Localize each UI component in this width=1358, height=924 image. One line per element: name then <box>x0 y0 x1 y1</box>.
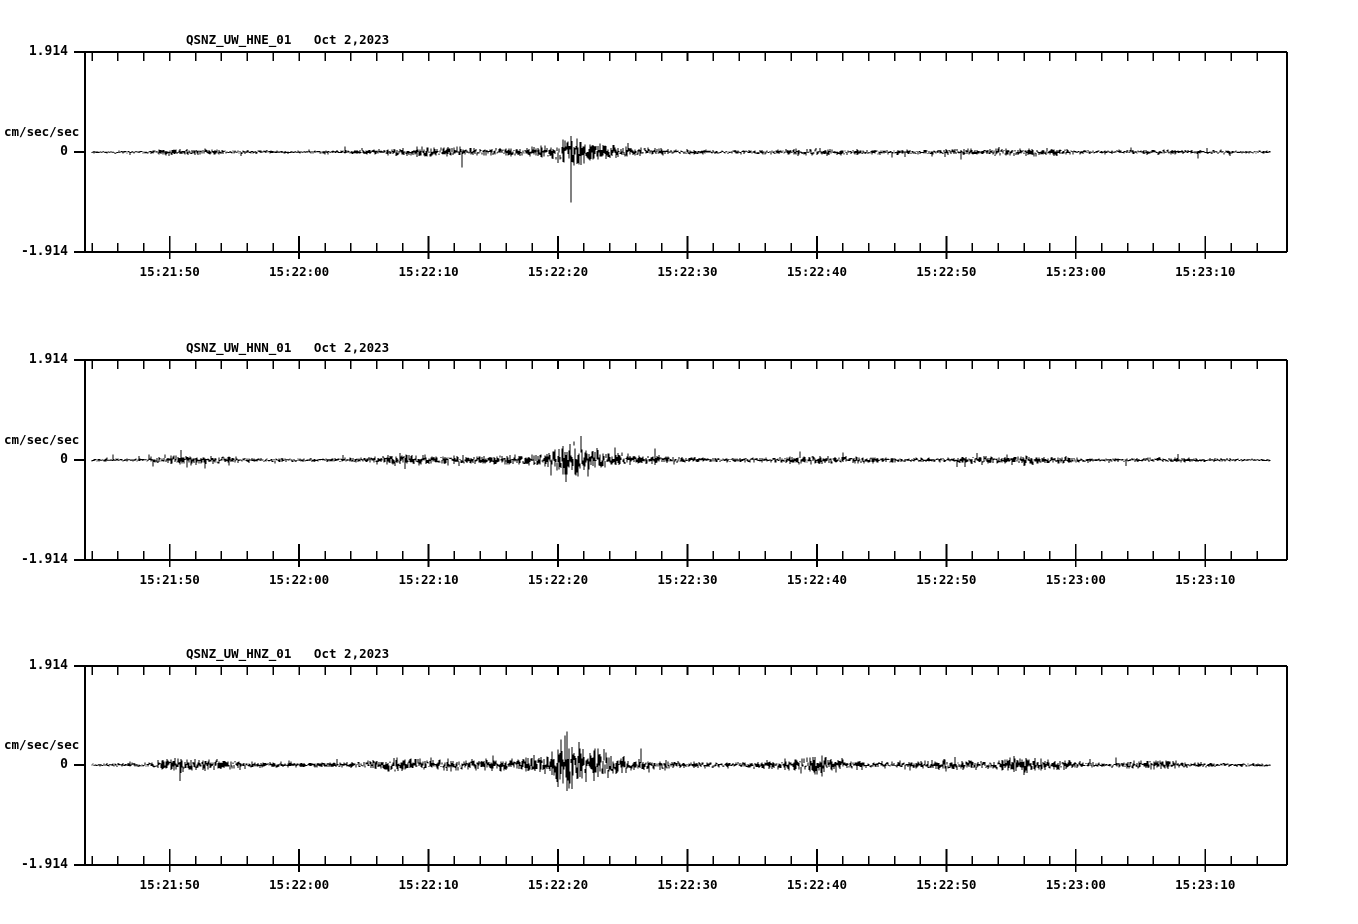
panel-title-hne: QSNZ_UW_HNE_01 Oct 2,2023 <box>186 32 390 47</box>
x-axis-tick-label: 15:23:00 <box>1045 877 1106 892</box>
x-axis-tick-label: 15:23:10 <box>1175 572 1236 587</box>
x-axis-tick-label: 15:22:00 <box>269 572 330 587</box>
y-axis-min-label: -1.914 <box>21 552 68 567</box>
y-axis-max-label: 1.914 <box>28 352 68 367</box>
waveform-trace-hnn <box>91 435 1271 482</box>
x-axis-tick-label: 15:23:10 <box>1175 264 1236 279</box>
x-axis-tick-label: 15:23:00 <box>1045 264 1106 279</box>
x-axis-tick-label: 15:23:00 <box>1045 572 1106 587</box>
y-axis-zero-label: 0 <box>60 452 68 467</box>
panel-title-hnn: QSNZ_UW_HNN_01 Oct 2,2023 <box>186 340 390 355</box>
y-axis-unit-label: cm/sec/sec <box>4 737 80 752</box>
y-axis-max-label: 1.914 <box>28 658 68 673</box>
x-axis-tick-label: 15:22:10 <box>398 877 459 892</box>
x-axis-tick-label: 15:22:50 <box>916 877 977 892</box>
y-axis-zero-label: 0 <box>60 757 68 772</box>
y-axis-min-label: -1.914 <box>21 244 68 259</box>
x-axis-tick-label: 15:22:00 <box>269 877 330 892</box>
x-axis-tick-label: 15:23:10 <box>1175 877 1236 892</box>
x-axis-tick-label: 15:22:20 <box>527 264 589 279</box>
x-axis-tick-label: 15:22:30 <box>657 877 718 892</box>
x-axis-tick-label: 15:22:30 <box>657 572 718 587</box>
x-axis-tick-label: 15:22:50 <box>916 572 977 587</box>
x-axis-tick-label: 15:22:10 <box>398 264 459 279</box>
y-axis-max-label: 1.914 <box>28 44 68 59</box>
x-axis-tick-label: 15:22:40 <box>786 877 848 892</box>
x-axis-tick-label: 15:22:20 <box>527 572 589 587</box>
x-axis-tick-label: 15:22:50 <box>916 264 977 279</box>
x-axis-tick-label: 15:21:50 <box>139 572 200 587</box>
x-axis-tick-label: 15:21:50 <box>139 877 200 892</box>
y-axis-unit-label: cm/sec/sec <box>4 124 80 139</box>
x-axis-tick-label: 15:22:00 <box>269 264 330 279</box>
y-axis-unit-label: cm/sec/sec <box>4 432 80 447</box>
waveform-trace-hne <box>91 136 1271 203</box>
x-axis-tick-label: 15:22:40 <box>786 264 848 279</box>
y-axis-min-label: -1.914 <box>21 857 68 872</box>
y-axis-zero-label: 0 <box>60 144 68 159</box>
x-axis-tick-label: 15:22:30 <box>657 264 718 279</box>
waveform-trace-hnz <box>91 731 1271 792</box>
panel-title-hnz: QSNZ_UW_HNZ_01 Oct 2,2023 <box>186 646 390 661</box>
x-axis-tick-label: 15:22:40 <box>786 572 848 587</box>
x-axis-tick-label: 15:22:10 <box>398 572 459 587</box>
x-axis-tick-label: 15:22:20 <box>527 877 589 892</box>
x-axis-tick-label: 15:21:50 <box>139 264 200 279</box>
